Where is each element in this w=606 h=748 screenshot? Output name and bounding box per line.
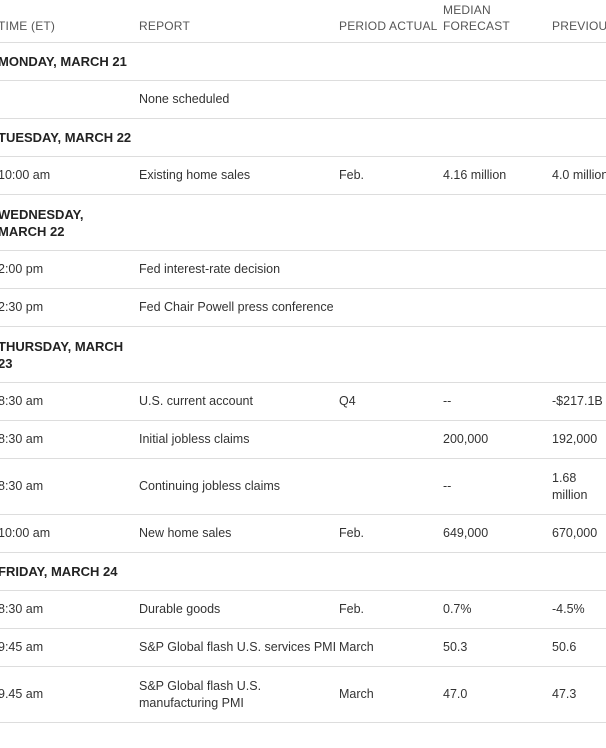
table-row: 2:30 pm Fed Chair Powell press conferenc… (0, 288, 606, 327)
day-row: FRIDAY, MARCH 24 (0, 552, 606, 591)
day-label: THURSDAY, MARCH 23 (0, 326, 139, 383)
report-cell: Initial jobless claims (139, 420, 339, 459)
previous-cell: 4.0 million (552, 156, 606, 195)
day-row: TUESDAY, MARCH 22 (0, 118, 606, 157)
report-cell: None scheduled (139, 80, 339, 119)
period-cell: Feb. (339, 514, 389, 553)
previous-cell: 670,000 (552, 514, 606, 553)
actual-cell (389, 250, 443, 289)
report-cell: New home sales (139, 514, 339, 553)
forecast-cell: 50.3 (443, 628, 552, 667)
header-forecast-top: MEDIAN (443, 3, 491, 17)
header-report: REPORT (139, 0, 339, 43)
forecast-cell (443, 288, 552, 327)
header-row: TIME (ET) REPORT PERIOD ACTUAL MEDIAN FOR… (0, 0, 606, 43)
header-previous: PREVIOUS (552, 0, 606, 43)
header-period: PERIOD (339, 0, 389, 43)
table-row: None scheduled (0, 80, 606, 119)
table-row: 8:30 am Initial jobless claims 200,000 1… (0, 420, 606, 459)
previous-cell: 1.68 million (552, 458, 606, 515)
actual-cell (389, 590, 443, 629)
period-cell: Feb. (339, 590, 389, 629)
table-row: 9:45 am S&P Global flash U.S. services P… (0, 628, 606, 667)
time-cell: 10:00 am (0, 514, 139, 553)
previous-cell: 50.6 (552, 628, 606, 667)
previous-cell (552, 250, 606, 289)
period-cell (339, 250, 389, 289)
actual-cell (389, 156, 443, 195)
time-cell: 9.45 am (0, 666, 139, 723)
previous-cell (552, 288, 606, 327)
time-cell: 2:30 pm (0, 288, 139, 327)
time-cell: 8:30 am (0, 590, 139, 629)
report-cell: Fed interest-rate decision (139, 250, 339, 289)
report-cell: Fed Chair Powell press conference (139, 288, 339, 327)
time-cell: 8:30 am (0, 458, 139, 515)
previous-cell: 47.3 (552, 666, 606, 723)
previous-cell: -4.5% (552, 590, 606, 629)
header-actual: ACTUAL (389, 0, 443, 43)
period-cell: March (339, 628, 389, 667)
day-label: FRIDAY, MARCH 24 (0, 552, 139, 591)
actual-cell (389, 80, 443, 119)
period-cell (339, 80, 389, 119)
day-label: MONDAY, MARCH 21 (0, 42, 139, 81)
report-cell: Existing home sales (139, 156, 339, 195)
report-cell: S&P Global flash U.S. manufacturing PMI (139, 666, 339, 723)
table-row: 9.45 am S&P Global flash U.S. manufactur… (0, 666, 606, 723)
forecast-cell: 649,000 (443, 514, 552, 553)
actual-cell (389, 420, 443, 459)
header-median-forecast: MEDIAN FORECAST (443, 0, 552, 43)
report-cell: U.S. current account (139, 382, 339, 421)
time-cell: 8:30 am (0, 420, 139, 459)
actual-cell (389, 666, 443, 723)
forecast-cell: 200,000 (443, 420, 552, 459)
time-cell (0, 80, 139, 119)
period-cell (339, 420, 389, 459)
report-cell: S&P Global flash U.S. services PMI (139, 628, 339, 667)
table-row: 8:30 am U.S. current account Q4 -- -$217… (0, 382, 606, 421)
forecast-cell: 0.7% (443, 590, 552, 629)
day-row: THURSDAY, MARCH 23 (0, 326, 606, 383)
table-row: 8:30 am Durable goods Feb. 0.7% -4.5% (0, 590, 606, 629)
period-cell: Q4 (339, 382, 389, 421)
header-forecast-bottom: FORECAST (443, 19, 510, 33)
day-label: WEDNESDAY, MARCH 22 (0, 194, 139, 251)
actual-cell (389, 288, 443, 327)
calendar-table: TIME (ET) REPORT PERIOD ACTUAL MEDIAN FOR… (0, 0, 606, 723)
actual-cell (389, 382, 443, 421)
period-cell (339, 288, 389, 327)
actual-cell (389, 514, 443, 553)
actual-cell (389, 628, 443, 667)
table-row: 10:00 am Existing home sales Feb. 4.16 m… (0, 156, 606, 195)
forecast-cell: 4.16 million (443, 156, 552, 195)
actual-cell (389, 458, 443, 515)
table-row: 2:00 pm Fed interest-rate decision (0, 250, 606, 289)
previous-cell: -$217.1B (552, 382, 606, 421)
report-cell: Continuing jobless claims (139, 458, 339, 515)
forecast-cell: -- (443, 458, 552, 515)
table-row: 10:00 am New home sales Feb. 649,000 670… (0, 514, 606, 553)
day-row: MONDAY, MARCH 21 (0, 42, 606, 81)
time-cell: 8:30 am (0, 382, 139, 421)
day-row: WEDNESDAY, MARCH 22 (0, 194, 606, 251)
forecast-cell (443, 80, 552, 119)
time-cell: 2:00 pm (0, 250, 139, 289)
forecast-cell: -- (443, 382, 552, 421)
period-cell: Feb. (339, 156, 389, 195)
period-cell (339, 458, 389, 515)
time-cell: 10:00 am (0, 156, 139, 195)
day-label: TUESDAY, MARCH 22 (0, 118, 139, 157)
forecast-cell (443, 250, 552, 289)
header-time: TIME (ET) (0, 0, 139, 43)
previous-cell (552, 80, 606, 119)
period-cell: March (339, 666, 389, 723)
table-row: 8:30 am Continuing jobless claims -- 1.6… (0, 458, 606, 515)
forecast-cell: 47.0 (443, 666, 552, 723)
report-cell: Durable goods (139, 590, 339, 629)
time-cell: 9:45 am (0, 628, 139, 667)
previous-cell: 192,000 (552, 420, 606, 459)
